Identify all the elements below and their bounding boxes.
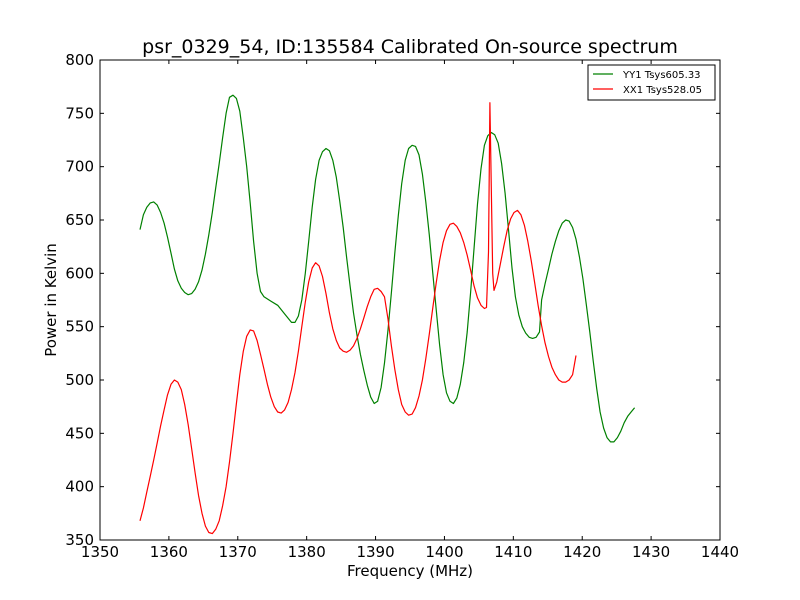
series-line-xx1 xyxy=(139,102,577,535)
legend-label-xx1: XX1 Tsys528.05 xyxy=(623,85,702,96)
y-tick-label: 800 xyxy=(65,51,94,69)
x-tick-label: 1420 xyxy=(563,543,601,561)
y-tick-label: 500 xyxy=(65,371,94,389)
x-tick-label: 1360 xyxy=(150,543,188,561)
chart-title: psr_0329_54, ID:135584 Calibrated On-sou… xyxy=(142,36,678,58)
legend-label-yy1: YY1 Tsys605.33 xyxy=(622,70,701,81)
legend: YY1 Tsys605.33 XX1 Tsys528.05 xyxy=(587,64,716,101)
series-group xyxy=(139,94,636,535)
plot-frame xyxy=(99,59,721,541)
y-tick-label: 400 xyxy=(65,478,94,496)
y-tick-label: 550 xyxy=(65,318,94,336)
x-tick-label: 1440 xyxy=(701,543,739,561)
x-tick-label: 1370 xyxy=(219,543,257,561)
y-axis-label: Power in Kelvin xyxy=(42,243,60,357)
y-tick-label: 600 xyxy=(65,264,94,282)
legend-box xyxy=(587,64,716,101)
y-tick-label: 700 xyxy=(65,158,94,176)
series-line-yy1 xyxy=(139,94,636,443)
y-tick-label: 450 xyxy=(65,424,94,442)
x-tick-labels: 1350 1360 1370 1380 1390 1400 1410 1420 1430 1440 xyxy=(81,543,739,561)
x-tick-label: 1390 xyxy=(356,543,394,561)
x-tick-label: 1400 xyxy=(425,543,463,561)
x-tick-label: 1430 xyxy=(632,543,670,561)
x-tick-label: 1410 xyxy=(494,543,532,561)
y-tick-label: 750 xyxy=(65,104,94,122)
x-axis-label: Frequency (MHz) xyxy=(347,562,473,580)
ticks-group xyxy=(99,59,721,541)
x-tick-label: 1380 xyxy=(288,543,326,561)
y-tick-labels: 350 400 450 500 550 600 650 700 750 800 xyxy=(65,51,94,549)
plot-area xyxy=(99,59,721,541)
y-tick-label: 350 xyxy=(65,531,94,549)
y-tick-label: 650 xyxy=(65,211,94,229)
x-tick-label: 1350 xyxy=(81,543,119,561)
